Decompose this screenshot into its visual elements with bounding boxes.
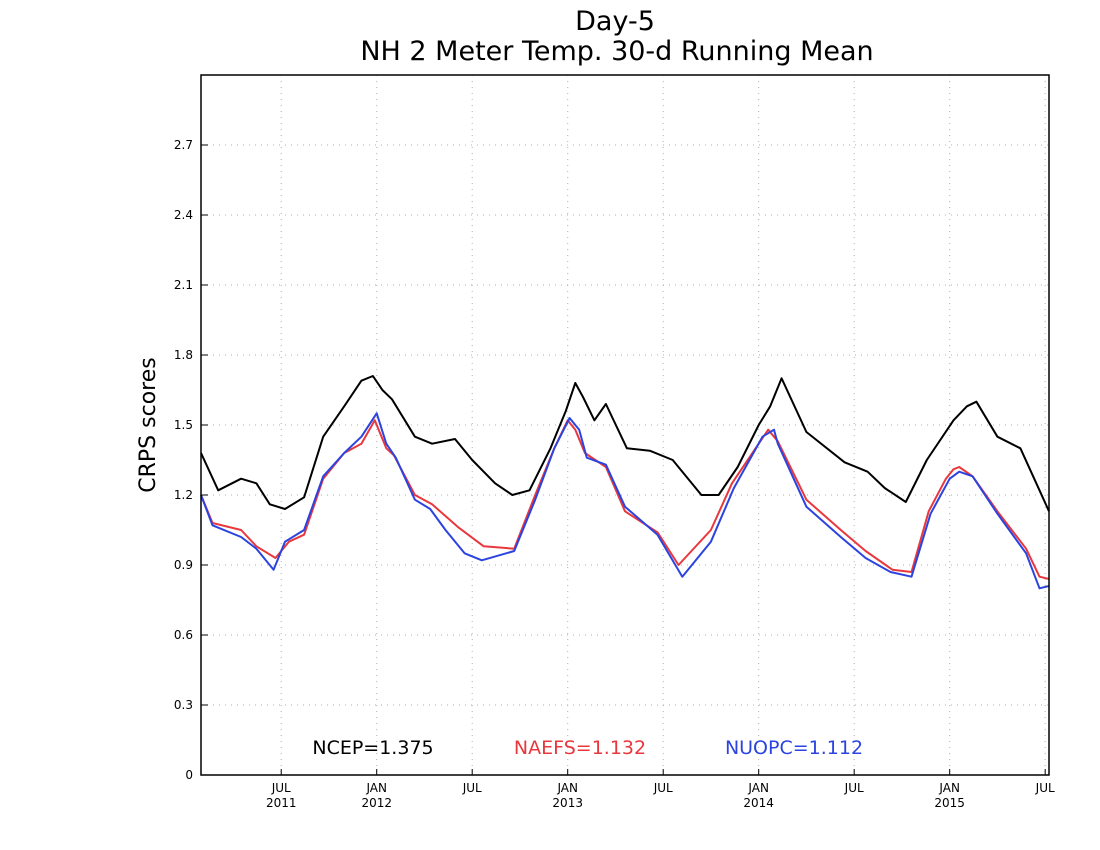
legend-entry-nuopc: NUOPC=1.112 [725, 737, 863, 759]
x-tick-month-label: JUL [653, 781, 673, 795]
x-tick-year-label: 2011 [266, 796, 297, 810]
x-tick-month-label: JUL [844, 781, 864, 795]
grid-lines [201, 75, 1049, 775]
y-tick-label: 2.7 [174, 138, 193, 152]
x-tick-year-label: 2014 [743, 796, 774, 810]
x-tick-month-label: JAN [747, 781, 769, 795]
series-lines [200, 375, 1050, 590]
y-tick-label: 1.8 [174, 348, 193, 362]
y-tick-label: 1.2 [174, 488, 193, 502]
legend-entry-naefs: NAEFS=1.132 [514, 737, 646, 759]
x-tick-month-label: JAN [938, 781, 960, 795]
legend: NCEP=1.375 NAEFS=1.132 NUOPC=1.112 [312, 737, 863, 759]
y-tick-label: 0.3 [174, 698, 193, 712]
y-tick-label: 2.1 [174, 278, 193, 292]
x-tick-month-label: JUL [1035, 781, 1055, 795]
y-tick-label: 1.5 [174, 418, 193, 432]
x-tick-month-label: JAN [556, 781, 578, 795]
x-tick-month-label: JUL [462, 781, 482, 795]
y-tick-label: 2.4 [174, 208, 193, 222]
series-line-ncep [200, 375, 1050, 512]
x-tick-year-label: 2012 [361, 796, 392, 810]
y-axis-label: CRPS scores [136, 357, 161, 492]
x-tick-year-label: 2013 [552, 796, 583, 810]
legend-entry-ncep: NCEP=1.375 [312, 737, 433, 759]
x-tick-month-label: JAN [365, 781, 387, 795]
x-tick-month-label: JUL [271, 781, 291, 795]
y-tick-label: 0.6 [174, 628, 193, 642]
y-tick-label: 0 [185, 768, 193, 782]
x-tick-year-label: 2015 [934, 796, 965, 810]
y-axis-ticks: 0 0.3 0.6 0.9 1.2 1.5 1.8 2.1 2.4 2.7 [174, 138, 208, 782]
chart-title-line1: Day-5 [575, 6, 655, 37]
y-tick-label: 0.9 [174, 558, 193, 572]
chart-title-line2: NH 2 Meter Temp. 30-d Running Mean [360, 36, 873, 67]
series-line-nuopc [200, 412, 1050, 590]
